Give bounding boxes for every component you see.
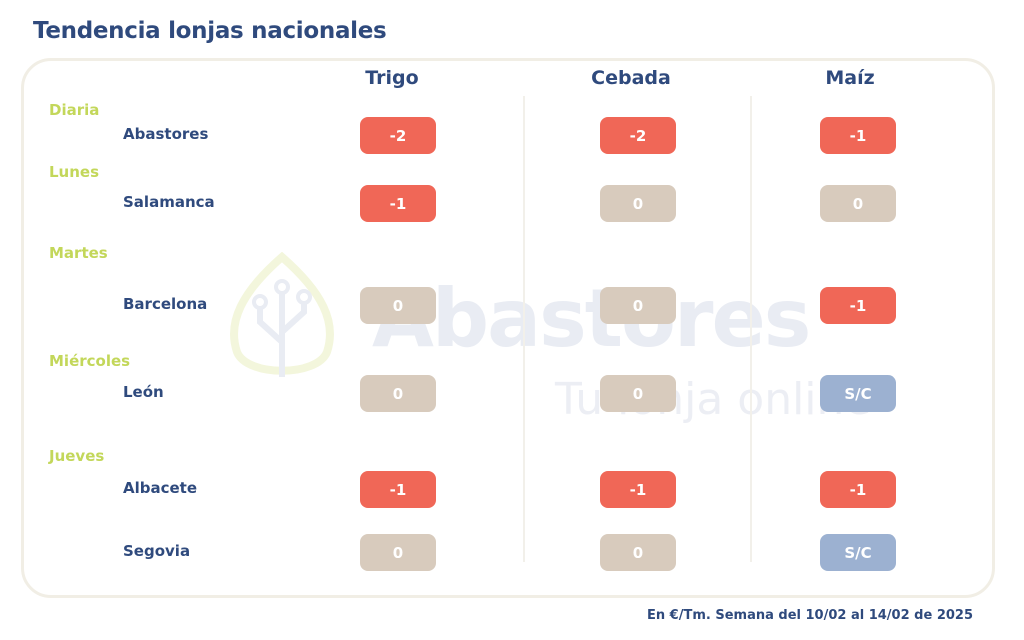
market-name: Barcelona (123, 295, 208, 313)
market-name: Albacete (123, 479, 198, 497)
day-label: Lunes (49, 163, 100, 181)
trend-value-badge: 0 (360, 375, 436, 412)
day-label: Martes (49, 244, 108, 262)
trend-value-badge: 0 (360, 534, 436, 571)
column-header-maiz: Maíz (825, 67, 875, 89)
column-divider (750, 96, 752, 562)
market-name: Abastores (123, 125, 209, 143)
trend-value-badge: -1 (600, 471, 676, 508)
watermark-brand: Abastores (372, 272, 811, 365)
day-label: Miércoles (49, 352, 131, 370)
trend-value-badge: -2 (600, 117, 676, 154)
column-header-cebada: Cebada (591, 67, 671, 89)
trend-value-badge: 0 (820, 185, 896, 222)
trend-value-badge: 0 (360, 287, 436, 324)
trend-value-badge: S/C (820, 534, 896, 571)
trend-value-badge: -1 (820, 117, 896, 154)
trend-value-badge: -1 (360, 471, 436, 508)
trend-value-badge: -2 (360, 117, 436, 154)
footer-note: En €/Tm. Semana del 10/02 al 14/02 de 20… (647, 608, 973, 623)
column-divider (523, 96, 525, 562)
watermark-logo-icon (230, 252, 334, 377)
day-label: Diaria (49, 101, 100, 119)
trend-value-badge: 0 (600, 375, 676, 412)
market-name: Salamanca (123, 193, 215, 211)
trend-value-badge: 0 (600, 534, 676, 571)
day-label: Jueves (49, 447, 105, 465)
trend-value-badge: S/C (820, 375, 896, 412)
market-name: Segovia (123, 542, 191, 560)
page-title: Tendencia lonjas nacionales (33, 18, 387, 44)
trend-value-badge: -1 (820, 471, 896, 508)
trend-value-badge: 0 (600, 287, 676, 324)
trend-value-badge: -1 (360, 185, 436, 222)
column-header-trigo: Trigo (365, 67, 419, 89)
trend-value-badge: -1 (820, 287, 896, 324)
trend-value-badge: 0 (600, 185, 676, 222)
trend-card (21, 58, 995, 598)
market-name: León (123, 383, 164, 401)
